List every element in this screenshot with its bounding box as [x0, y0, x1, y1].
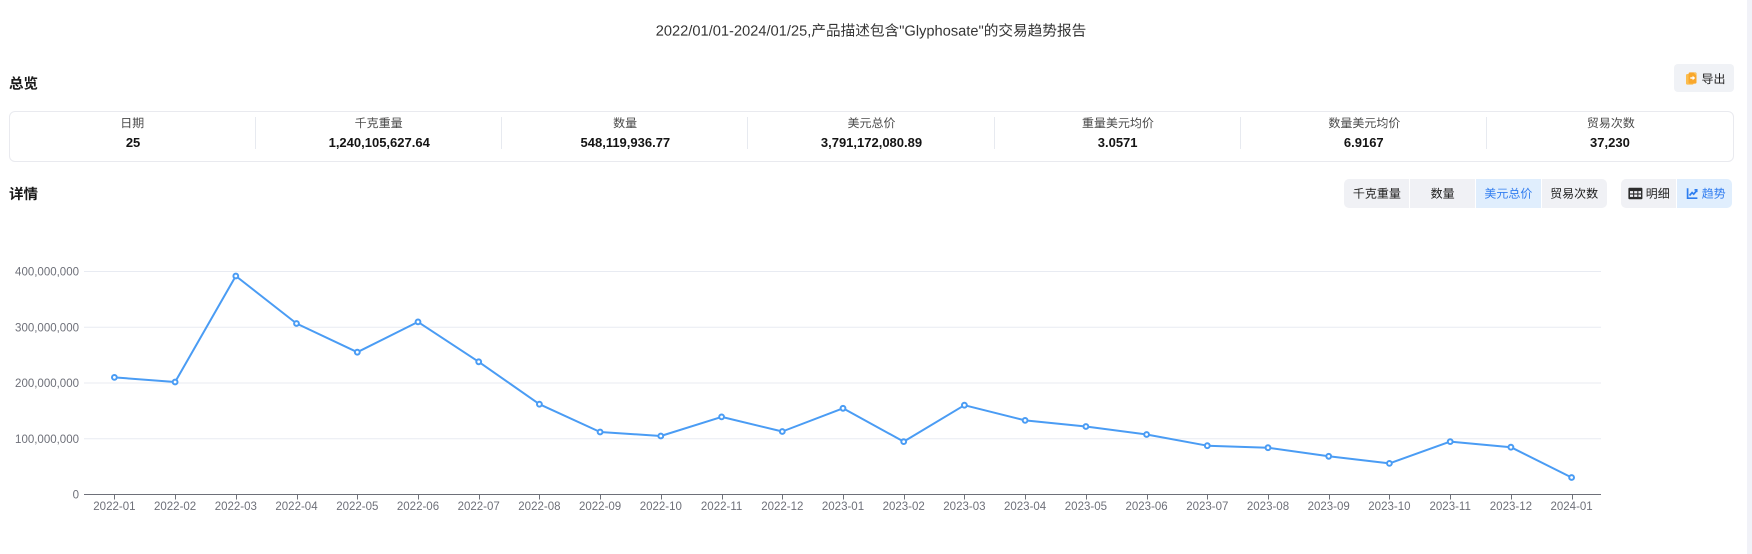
svg-text:2023-09: 2023-09: [1308, 501, 1350, 513]
svg-text:2022-05: 2022-05: [336, 501, 378, 513]
svg-text:2022-03: 2022-03: [215, 501, 257, 513]
svg-text:200,000,000: 200,000,000: [15, 378, 79, 390]
svg-text:2023-04: 2023-04: [1004, 501, 1047, 513]
svg-text:2022-02: 2022-02: [154, 501, 196, 513]
svg-text:2023-05: 2023-05: [1065, 501, 1107, 513]
svg-text:2022-06: 2022-06: [397, 501, 439, 513]
svg-text:2022-10: 2022-10: [640, 501, 682, 513]
svg-text:2023-02: 2023-02: [883, 501, 925, 513]
svg-text:100,000,000: 100,000,000: [15, 434, 79, 446]
svg-text:2022-12: 2022-12: [761, 501, 803, 513]
svg-text:2022-01: 2022-01: [93, 501, 135, 513]
svg-text:2023-07: 2023-07: [1186, 501, 1228, 513]
svg-text:2024-01: 2024-01: [1550, 501, 1592, 513]
svg-text:2022-11: 2022-11: [701, 501, 742, 513]
svg-text:2022-08: 2022-08: [518, 501, 560, 513]
svg-text:2023-12: 2023-12: [1490, 501, 1532, 513]
svg-text:300,000,000: 300,000,000: [15, 322, 79, 334]
svg-text:2023-11: 2023-11: [1430, 501, 1471, 513]
svg-text:0: 0: [73, 490, 79, 502]
svg-text:400,000,000: 400,000,000: [15, 267, 79, 279]
svg-text:2023-10: 2023-10: [1368, 501, 1410, 513]
svg-text:2023-06: 2023-06: [1125, 501, 1167, 513]
svg-text:2022-09: 2022-09: [579, 501, 621, 513]
svg-text:2022-04: 2022-04: [275, 501, 318, 513]
svg-text:2022-07: 2022-07: [458, 501, 500, 513]
svg-text:2023-08: 2023-08: [1247, 501, 1289, 513]
svg-text:2023-03: 2023-03: [943, 501, 985, 513]
svg-text:2023-01: 2023-01: [822, 501, 864, 513]
